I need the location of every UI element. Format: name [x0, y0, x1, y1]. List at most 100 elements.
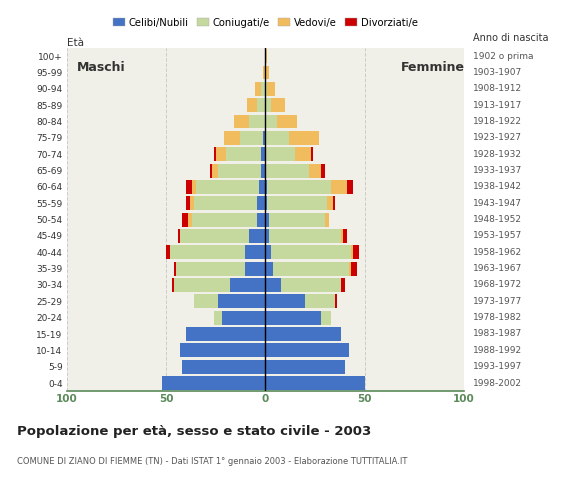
- Bar: [192, 180, 196, 194]
- Bar: [196, 180, 259, 194]
- Bar: [262, 164, 266, 178]
- Bar: [180, 343, 266, 357]
- Bar: [259, 180, 266, 194]
- Bar: [194, 196, 258, 210]
- Bar: [174, 262, 176, 276]
- Bar: [249, 115, 266, 129]
- Text: 1928-1932: 1928-1932: [473, 150, 521, 159]
- Bar: [188, 213, 192, 227]
- Text: Anno di nascita: Anno di nascita: [473, 33, 548, 43]
- Bar: [176, 262, 245, 276]
- Text: Femmine: Femmine: [400, 61, 465, 74]
- Bar: [255, 82, 262, 96]
- Bar: [267, 196, 327, 210]
- Bar: [321, 311, 331, 324]
- Bar: [266, 360, 345, 373]
- Bar: [266, 229, 269, 243]
- Bar: [162, 376, 266, 390]
- Bar: [353, 245, 358, 259]
- Bar: [234, 115, 249, 129]
- Bar: [226, 147, 262, 161]
- Bar: [258, 98, 266, 112]
- Bar: [266, 49, 267, 63]
- Bar: [343, 229, 347, 243]
- Bar: [186, 180, 192, 194]
- Text: 1903-1907: 1903-1907: [473, 68, 522, 77]
- Text: 1918-1922: 1918-1922: [473, 117, 521, 126]
- Bar: [309, 164, 321, 178]
- Bar: [266, 376, 365, 390]
- Bar: [266, 131, 289, 145]
- Bar: [325, 213, 329, 227]
- Text: 1988-1992: 1988-1992: [473, 346, 521, 355]
- Bar: [347, 180, 353, 194]
- Text: 1913-1917: 1913-1917: [473, 101, 522, 110]
- Bar: [258, 213, 266, 227]
- Bar: [263, 131, 266, 145]
- Bar: [174, 278, 230, 292]
- Bar: [266, 262, 273, 276]
- Bar: [249, 229, 266, 243]
- Bar: [218, 294, 266, 308]
- Text: Popolazione per età, sesso e stato civile - 2003: Popolazione per età, sesso e stato civil…: [17, 425, 372, 438]
- Bar: [266, 213, 269, 227]
- Bar: [266, 98, 271, 112]
- Bar: [186, 196, 190, 210]
- Bar: [266, 311, 321, 324]
- Bar: [266, 245, 271, 259]
- Bar: [331, 180, 347, 194]
- Bar: [262, 82, 266, 96]
- Bar: [258, 196, 266, 210]
- Bar: [349, 262, 351, 276]
- Bar: [267, 180, 331, 194]
- Bar: [192, 213, 258, 227]
- Bar: [222, 311, 266, 324]
- Bar: [351, 245, 353, 259]
- Bar: [266, 66, 269, 80]
- Bar: [210, 164, 212, 178]
- Bar: [321, 164, 325, 178]
- Text: 1933-1937: 1933-1937: [473, 166, 522, 175]
- Bar: [248, 98, 258, 112]
- Bar: [245, 262, 266, 276]
- Bar: [213, 147, 216, 161]
- Bar: [186, 327, 266, 341]
- Bar: [182, 360, 266, 373]
- Bar: [266, 278, 281, 292]
- Text: 1978-1982: 1978-1982: [473, 313, 521, 322]
- Bar: [172, 278, 174, 292]
- Bar: [266, 327, 341, 341]
- Bar: [170, 245, 245, 259]
- Bar: [305, 294, 335, 308]
- Text: 1902 o prima: 1902 o prima: [473, 52, 533, 60]
- Text: 1993-1997: 1993-1997: [473, 362, 522, 371]
- Text: 1958-1962: 1958-1962: [473, 248, 521, 257]
- Text: COMUNE DI ZIANO DI FIEMME (TN) - Dati ISTAT 1° gennaio 2003 - Elaborazione TUTTI: COMUNE DI ZIANO DI FIEMME (TN) - Dati IS…: [17, 457, 408, 466]
- Bar: [178, 229, 180, 243]
- Bar: [194, 294, 218, 308]
- Text: 1963-1967: 1963-1967: [473, 264, 522, 273]
- Text: 1983-1987: 1983-1987: [473, 329, 522, 338]
- Bar: [271, 98, 285, 112]
- Bar: [216, 147, 226, 161]
- Text: 1948-1952: 1948-1952: [473, 215, 521, 224]
- Bar: [166, 245, 170, 259]
- Text: 1943-1947: 1943-1947: [473, 199, 521, 208]
- Bar: [333, 196, 335, 210]
- Bar: [269, 229, 341, 243]
- Bar: [341, 278, 345, 292]
- Bar: [213, 311, 222, 324]
- Bar: [266, 180, 267, 194]
- Bar: [295, 147, 311, 161]
- Bar: [266, 164, 309, 178]
- Text: 1973-1977: 1973-1977: [473, 297, 522, 306]
- Text: 1923-1927: 1923-1927: [473, 133, 521, 143]
- Text: Maschi: Maschi: [77, 61, 125, 74]
- Bar: [266, 147, 295, 161]
- Text: 1953-1957: 1953-1957: [473, 231, 522, 240]
- Bar: [351, 262, 357, 276]
- Bar: [182, 213, 188, 227]
- Bar: [267, 82, 275, 96]
- Bar: [277, 115, 297, 129]
- Text: 1938-1942: 1938-1942: [473, 182, 521, 192]
